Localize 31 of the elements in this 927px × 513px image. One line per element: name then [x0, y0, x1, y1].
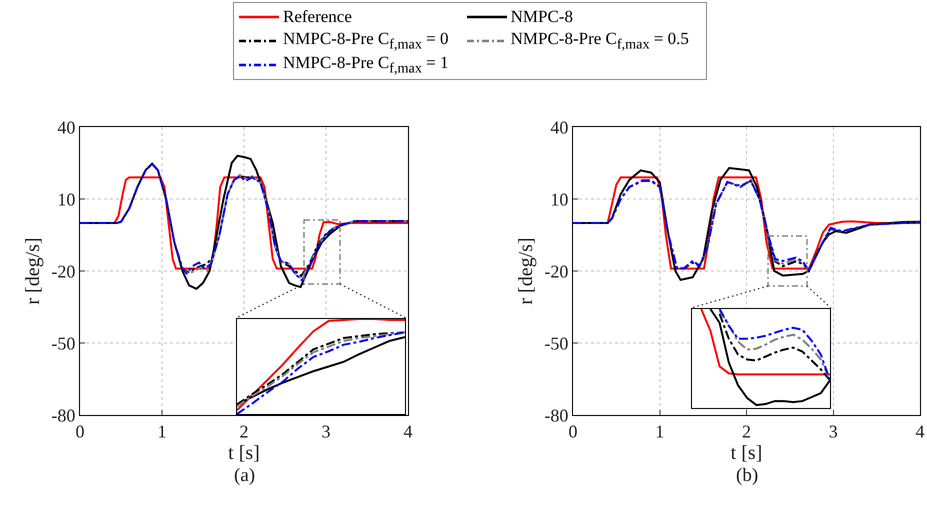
legend-label: NMPC-8: [510, 7, 573, 27]
x-tick-label: 1: [655, 422, 664, 442]
x-axis-title: t [s]: [228, 442, 260, 464]
y-tick-label: -80: [544, 405, 568, 426]
y-tick-label: -50: [51, 333, 76, 354]
x-axis-title: t [s]: [730, 442, 762, 464]
y-tick-label: -80: [51, 405, 76, 426]
y-tick-label: -20: [544, 261, 568, 282]
y-tick-label: 40: [57, 117, 76, 138]
legend-label: NMPC-8-Pre C$_{f,max}$ = 1: [283, 52, 448, 78]
text: (a): [234, 465, 256, 486]
y-tick-label: 10: [550, 189, 568, 210]
x-tick-label: 2: [742, 422, 751, 442]
y-tick-label: -20: [51, 261, 76, 282]
x-tick-label: 3: [828, 422, 838, 442]
legend-label: NMPC-8-Pre C$_{f,max}$ = 0: [283, 28, 448, 54]
text: (b): [736, 465, 758, 486]
y-tick-label: -50: [544, 333, 568, 354]
y-axis-title: r [deg/s]: [22, 237, 44, 305]
legend-label: Reference: [283, 7, 352, 27]
x-tick-label: 2: [240, 422, 248, 442]
x-tick-label: 0: [76, 422, 84, 442]
y-tick-label: 40: [550, 117, 568, 138]
x-tick-label: 0: [568, 422, 578, 442]
y-axis-title: r [deg/s]: [514, 237, 537, 305]
legend-label: NMPC-8-Pre C$_{f,max}$ = 0.5: [510, 28, 689, 54]
x-tick-label: 4: [404, 422, 412, 442]
x-tick-label: 1: [158, 422, 166, 442]
y-tick-label: 10: [57, 189, 76, 210]
x-tick-label: 4: [916, 422, 924, 442]
x-tick-label: 3: [322, 422, 330, 442]
